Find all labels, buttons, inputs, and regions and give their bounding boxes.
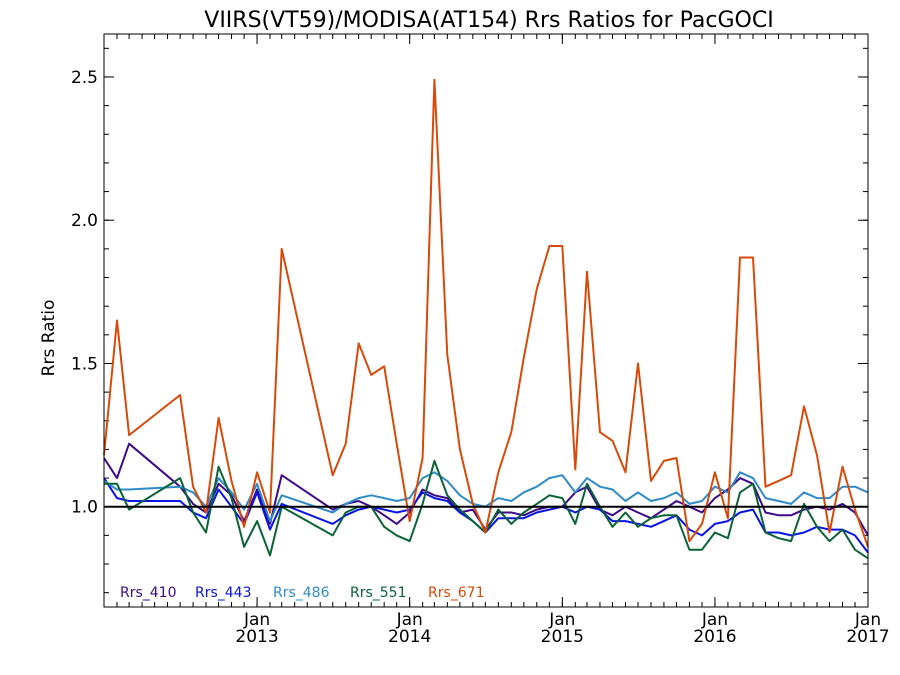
chart-title: VIIRS(VT59)/MODISA(AT154) Rrs Ratios for…	[204, 8, 773, 33]
x-tick-label-month: Jan	[854, 610, 881, 630]
legend-label-rrs-551: Rrs_551	[350, 585, 407, 601]
series-line-rrs-551	[104, 459, 869, 560]
y-tick-label: 2.0	[71, 211, 98, 231]
x-tick-label-year: 2014	[388, 627, 431, 647]
y-tick-label: 1.0	[71, 498, 98, 518]
y-tick-label: 2.5	[71, 68, 98, 88]
legend-label-rrs-671: Rrs_671	[428, 585, 485, 601]
x-tick-label-year: 2016	[693, 627, 736, 647]
series-line-rrs-443	[103, 477, 869, 554]
plot-frame	[103, 33, 869, 608]
series-line-rrs-486	[103, 471, 869, 523]
y-axis-label: Rrs Ratio	[39, 300, 59, 377]
x-tick-label-year: 2015	[541, 627, 584, 647]
x-tick-label-month: Jan	[396, 610, 423, 630]
x-tick-label-year: 2013	[235, 627, 278, 647]
x-tick-label-month: Jan	[243, 610, 270, 630]
x-tick-label-year: 2017	[846, 627, 889, 647]
legend-label-rrs-410: Rrs_410	[120, 585, 177, 601]
y-tick-label: 1.5	[71, 354, 98, 374]
legend-label-rrs-443: Rrs_443	[195, 585, 252, 601]
x-tick-label-month: Jan	[701, 610, 728, 630]
series-line-rrs-671	[103, 78, 869, 548]
x-tick-label-month: Jan	[548, 610, 575, 630]
legend-label-rrs-486: Rrs_486	[273, 585, 330, 601]
